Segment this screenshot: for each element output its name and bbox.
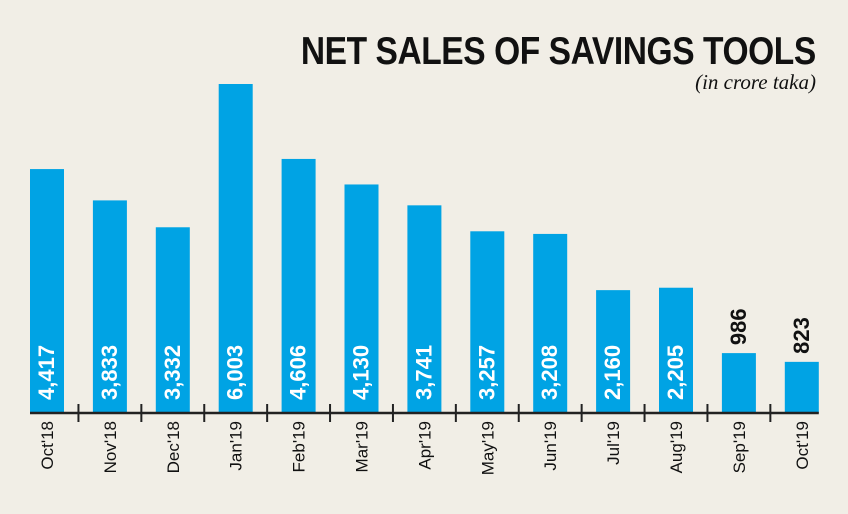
data-label: 4,417 (34, 345, 59, 400)
x-tick-label: Mar'19 (353, 421, 372, 472)
x-tick-label: Jun'19 (541, 421, 560, 471)
x-tick-label: Nov'18 (101, 421, 120, 473)
data-label: 823 (789, 317, 814, 354)
x-tick-label: Aug'19 (667, 421, 686, 473)
x-tick-label: May'19 (478, 421, 497, 475)
bar-Sep'19 (721, 353, 756, 413)
x-tick-label: Apr'19 (415, 421, 434, 470)
data-label: 3,741 (411, 345, 436, 400)
chart-subtitle: (in crore taka) (695, 70, 816, 94)
data-label: 3,208 (537, 345, 562, 400)
bar-Dec'18 (155, 227, 190, 413)
bar-Jan'19 (218, 84, 253, 413)
bar-Oct'18 (30, 169, 64, 413)
x-tick-label: Jan'19 (227, 421, 246, 471)
x-tick-label: Sep'19 (730, 421, 749, 473)
bar-Mar'19 (344, 184, 379, 413)
data-label: 4,606 (286, 345, 311, 400)
x-tick-label: Oct'19 (793, 421, 812, 470)
x-tick-label: Oct'18 (38, 421, 57, 470)
data-label: 3,257 (474, 345, 499, 400)
bar-Jul'19 (596, 290, 631, 413)
bar-Jun'19 (533, 233, 568, 413)
bar-Feb'19 (281, 158, 316, 413)
data-label: 986 (726, 308, 751, 345)
bar-May'19 (470, 231, 505, 413)
x-tick-label: Feb'19 (290, 421, 309, 472)
data-label: 3,833 (97, 345, 122, 400)
chart-title: NET SALES OF SAVINGS TOOLS (301, 30, 816, 73)
data-label: 6,003 (223, 345, 248, 400)
bar-Apr'19 (407, 205, 442, 413)
bar-Nov'18 (92, 200, 127, 413)
x-tick-label: Jul'19 (604, 421, 623, 465)
data-label: 2,205 (663, 345, 688, 400)
data-label: 3,332 (160, 345, 185, 400)
bar-Aug'19 (659, 287, 693, 413)
data-label: 2,160 (600, 345, 625, 400)
x-tick-label: Dec'18 (164, 421, 183, 473)
bar-Oct'19 (784, 361, 819, 413)
data-label: 4,130 (349, 345, 374, 400)
